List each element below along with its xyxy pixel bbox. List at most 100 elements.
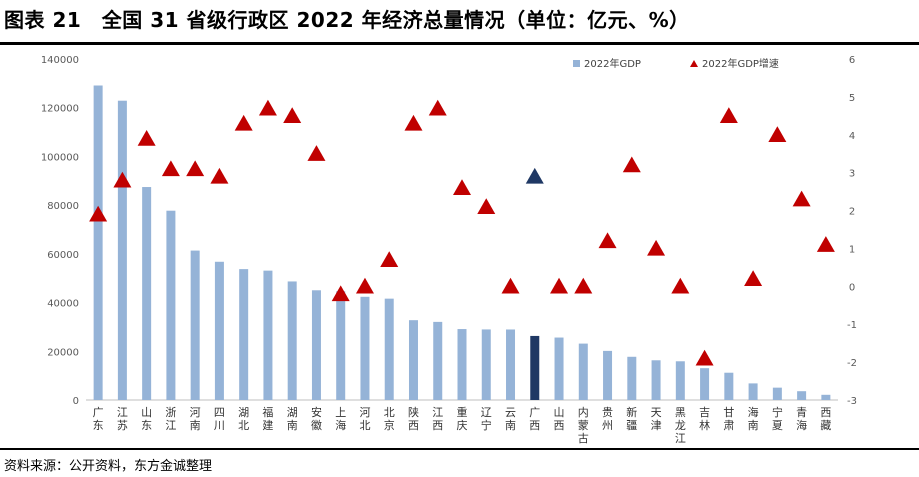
growth-marker xyxy=(137,130,156,146)
category-label: 北京 xyxy=(384,406,395,432)
growth-marker xyxy=(525,167,544,184)
left-tick-label: 100000 xyxy=(41,152,79,163)
right-tick-label: -2 xyxy=(847,358,857,369)
left-tick-label: 40000 xyxy=(47,299,79,310)
gdp-bar xyxy=(117,100,127,400)
right-axis: -3 -2 -1 0 1 2 3 4 5 6 xyxy=(847,55,857,407)
growth-marker xyxy=(355,277,374,294)
growth-marker xyxy=(331,285,350,302)
growth-marker xyxy=(113,171,132,188)
growth-marker xyxy=(647,239,666,256)
growth-marker xyxy=(404,114,423,131)
left-tick-label: 20000 xyxy=(47,347,79,358)
growth-marker xyxy=(186,160,205,177)
growth-marker xyxy=(89,205,108,222)
category-label: 吉林 xyxy=(699,406,710,432)
category-label: 江西 xyxy=(432,406,443,432)
gdp-bar xyxy=(821,394,831,400)
growth-marker xyxy=(598,232,617,249)
gdp-bar xyxy=(360,296,370,400)
gdp-bar xyxy=(384,298,394,400)
category-label: 广西 xyxy=(529,406,540,432)
gdp-bar xyxy=(578,343,588,400)
gdp-bar xyxy=(190,250,200,400)
right-tick-label: 4 xyxy=(849,131,855,142)
growth-marker xyxy=(816,236,835,252)
growth-marker xyxy=(768,126,787,142)
gdp-bar xyxy=(142,187,152,400)
category-label: 天津 xyxy=(651,406,662,432)
growth-marker xyxy=(283,107,302,124)
right-tick-label: 3 xyxy=(849,169,855,180)
right-tick-label: -1 xyxy=(847,320,857,331)
top-rule xyxy=(0,42,919,45)
category-label: 宁夏 xyxy=(772,405,783,432)
bottom-rule xyxy=(0,448,919,450)
category-label: 浙江 xyxy=(165,406,176,432)
category-label: 江苏 xyxy=(117,406,128,432)
growth-marker xyxy=(428,99,447,116)
growth-marker xyxy=(695,349,714,366)
category-label: 陕西 xyxy=(408,405,419,432)
category-label: 内蒙古 xyxy=(578,405,589,445)
growth-marker xyxy=(161,160,180,177)
left-tick-label: 0 xyxy=(73,396,79,407)
category-label: 辽宁 xyxy=(481,406,492,432)
growth-marker xyxy=(719,107,738,124)
gdp-bar xyxy=(675,361,685,400)
gdp-bar xyxy=(530,335,540,400)
category-label: 河南 xyxy=(190,406,201,432)
category-label: 安徽 xyxy=(311,405,322,432)
gdp-bar xyxy=(93,85,103,401)
legend-label-gdp: 2022年GDP xyxy=(584,57,641,70)
category-label: 黑龙江 xyxy=(675,406,686,445)
left-tick-label: 120000 xyxy=(41,104,79,115)
gdp-chart: 020000400006000080000100000120000140000 … xyxy=(41,55,857,445)
legend-swatch-growth xyxy=(690,60,698,67)
legend-swatch-gdp xyxy=(573,60,580,67)
gdp-bar xyxy=(724,372,734,400)
page-title: 图表 21 全国 31 省级行政区 2022 年经济总量情况（单位：亿元、%） xyxy=(4,8,690,32)
category-label: 青海 xyxy=(796,406,807,432)
gdp-bar xyxy=(287,281,297,400)
category-label: 四川 xyxy=(214,406,225,432)
growth-marker xyxy=(744,270,763,286)
category-label: 新疆 xyxy=(626,405,637,432)
category-label: 上海 xyxy=(335,406,346,432)
category-label: 西藏 xyxy=(820,406,831,432)
gdp-bar xyxy=(627,356,637,400)
gdp-bar xyxy=(166,210,176,400)
growth-marker xyxy=(477,198,496,214)
gdp-bar xyxy=(214,261,224,400)
gdp-bar xyxy=(481,329,491,400)
legend: 2022年GDP 2022年GDP增速 xyxy=(573,57,779,70)
gdp-bar xyxy=(506,329,516,400)
category-label: 广东 xyxy=(93,406,104,432)
category-label: 福建 xyxy=(262,405,273,432)
gdp-bar xyxy=(408,320,418,400)
category-label: 甘肃 xyxy=(723,406,734,432)
growth-marker xyxy=(234,114,253,131)
right-tick-label: 6 xyxy=(849,55,855,66)
left-tick-label: 80000 xyxy=(47,201,79,212)
gdp-bar xyxy=(797,391,807,400)
right-tick-label: 0 xyxy=(849,282,855,293)
left-tick-label: 140000 xyxy=(41,55,79,66)
gdp-bar xyxy=(603,350,613,400)
category-label: 重庆 xyxy=(457,405,468,432)
right-tick-label: 5 xyxy=(849,93,855,104)
gdp-bar xyxy=(239,269,249,400)
category-label: 山东 xyxy=(141,406,152,432)
gdp-bar xyxy=(651,360,661,400)
left-tick-label: 60000 xyxy=(47,250,79,261)
gdp-bar xyxy=(311,290,321,400)
category-label: 海南 xyxy=(748,405,759,432)
growth-markers xyxy=(89,99,835,366)
category-label: 河北 xyxy=(359,406,370,432)
legend-label-growth: 2022年GDP增速 xyxy=(702,57,779,70)
growth-marker xyxy=(550,277,569,294)
category-label: 云南 xyxy=(505,406,516,432)
growth-marker xyxy=(792,190,811,207)
category-label: 湖北 xyxy=(238,406,249,432)
right-tick-label: 1 xyxy=(849,244,855,255)
